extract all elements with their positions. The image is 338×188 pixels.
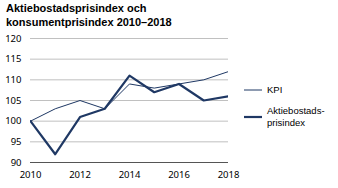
svg-text:100: 100 — [5, 114, 21, 127]
svg-text:2016: 2016 — [168, 168, 190, 181]
svg-text:2014: 2014 — [119, 168, 141, 181]
svg-text:95: 95 — [11, 135, 22, 148]
html-text:KPI: KPI — [267, 83, 283, 95]
svg-text:105: 105 — [5, 94, 21, 107]
svg-text:120: 120 — [5, 32, 21, 45]
svg-text:2012: 2012 — [69, 168, 91, 181]
svg-text:90: 90 — [11, 156, 22, 169]
svg-text:2018: 2018 — [218, 168, 240, 181]
svg-text:110: 110 — [5, 73, 21, 86]
html-text:Aktiebostads- prisindex: Aktiebostads- prisindex — [267, 105, 325, 128]
svg-text:115: 115 — [5, 52, 21, 65]
svg-text:2010: 2010 — [20, 168, 42, 181]
html-text:Aktiebostadsprisindex och kons: Aktiebostadsprisindex och konsumentprisi… — [6, 2, 172, 28]
